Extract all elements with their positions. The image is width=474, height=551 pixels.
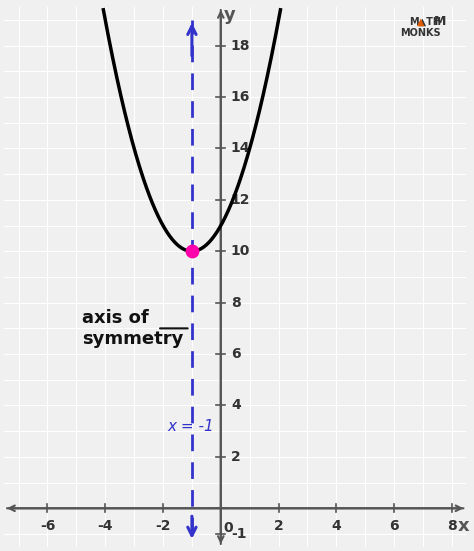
Point	[188, 247, 196, 256]
Text: ▲: ▲	[417, 17, 424, 26]
Text: -6: -6	[40, 519, 55, 533]
Text: -2: -2	[155, 519, 171, 533]
Text: 6: 6	[389, 519, 399, 533]
Text: x: x	[457, 517, 469, 535]
Text: M: M	[434, 15, 446, 28]
Text: 8: 8	[447, 519, 457, 533]
Text: 0: 0	[223, 521, 233, 534]
Text: x = -1: x = -1	[167, 419, 214, 434]
Text: 2: 2	[273, 519, 283, 533]
Text: 16: 16	[231, 90, 250, 104]
Text: 8: 8	[231, 296, 241, 310]
Text: -1: -1	[231, 527, 246, 541]
Text: 14: 14	[231, 142, 250, 155]
Text: -4: -4	[98, 519, 113, 533]
Text: 2: 2	[231, 450, 241, 464]
Text: 12: 12	[231, 193, 250, 207]
Text: M▲TH
MONKS: M▲TH MONKS	[400, 17, 441, 38]
Text: axis of
symmetry: axis of symmetry	[82, 309, 183, 348]
Text: 6: 6	[231, 347, 240, 361]
Text: 10: 10	[231, 244, 250, 258]
Text: 4: 4	[231, 398, 241, 413]
Text: y: y	[224, 6, 235, 24]
Text: 18: 18	[231, 39, 250, 53]
Text: 4: 4	[331, 519, 341, 533]
